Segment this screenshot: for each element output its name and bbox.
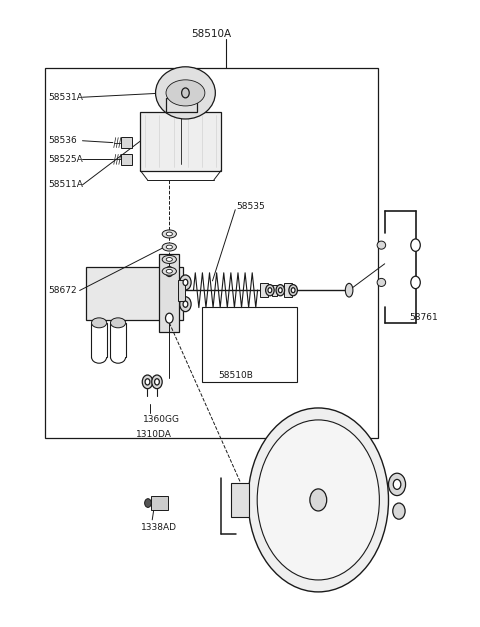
Text: 1338AD: 1338AD <box>141 524 177 532</box>
Bar <box>284 283 292 297</box>
Bar <box>272 285 277 296</box>
Text: 1360GG: 1360GG <box>143 415 180 424</box>
Ellipse shape <box>162 230 177 238</box>
Text: 58525A: 58525A <box>48 155 83 164</box>
Circle shape <box>180 297 191 312</box>
Ellipse shape <box>345 283 353 297</box>
Text: 58672: 58672 <box>48 286 76 295</box>
Ellipse shape <box>166 258 172 261</box>
Bar <box>121 154 132 165</box>
Text: 58510A: 58510A <box>192 29 231 39</box>
Text: 58536: 58536 <box>48 136 77 145</box>
Bar <box>260 283 268 297</box>
Circle shape <box>257 420 379 580</box>
Circle shape <box>145 379 150 385</box>
Ellipse shape <box>92 318 107 328</box>
Bar <box>86 267 183 320</box>
Circle shape <box>289 285 298 296</box>
Circle shape <box>278 288 282 293</box>
Bar <box>140 112 221 171</box>
Circle shape <box>166 314 173 323</box>
Bar <box>231 483 250 517</box>
Bar <box>159 255 179 332</box>
Circle shape <box>393 480 401 489</box>
Text: 58535: 58535 <box>237 202 265 211</box>
Ellipse shape <box>166 232 172 236</box>
Ellipse shape <box>162 243 177 251</box>
Circle shape <box>248 408 388 592</box>
Circle shape <box>310 489 327 511</box>
Text: 58510B: 58510B <box>218 371 252 380</box>
Circle shape <box>183 279 188 285</box>
Text: 58511A: 58511A <box>48 181 83 189</box>
Text: 58531A: 58531A <box>48 93 83 102</box>
Circle shape <box>265 285 274 296</box>
Circle shape <box>276 285 285 296</box>
Circle shape <box>180 275 191 290</box>
Circle shape <box>183 301 188 307</box>
Circle shape <box>411 239 420 251</box>
Ellipse shape <box>377 278 385 287</box>
Bar <box>151 495 168 510</box>
Circle shape <box>291 288 295 293</box>
Text: 58761: 58761 <box>409 314 438 322</box>
Ellipse shape <box>166 80 205 106</box>
Circle shape <box>142 375 153 389</box>
Bar <box>167 98 197 112</box>
Ellipse shape <box>377 241 385 249</box>
Ellipse shape <box>110 318 126 328</box>
Ellipse shape <box>162 255 177 263</box>
Circle shape <box>268 288 272 293</box>
Ellipse shape <box>166 270 172 273</box>
Ellipse shape <box>162 267 177 275</box>
Circle shape <box>144 498 151 507</box>
Circle shape <box>393 503 405 519</box>
Bar <box>46 68 378 438</box>
Ellipse shape <box>156 67 216 119</box>
Circle shape <box>388 473 406 495</box>
Circle shape <box>166 266 173 277</box>
Circle shape <box>155 379 159 385</box>
Circle shape <box>181 88 189 98</box>
Bar <box>202 307 297 382</box>
Circle shape <box>411 277 420 288</box>
Circle shape <box>152 375 162 389</box>
Text: 1310DA: 1310DA <box>136 430 172 439</box>
Ellipse shape <box>166 245 172 249</box>
Bar <box>179 280 185 302</box>
Bar <box>121 137 132 148</box>
